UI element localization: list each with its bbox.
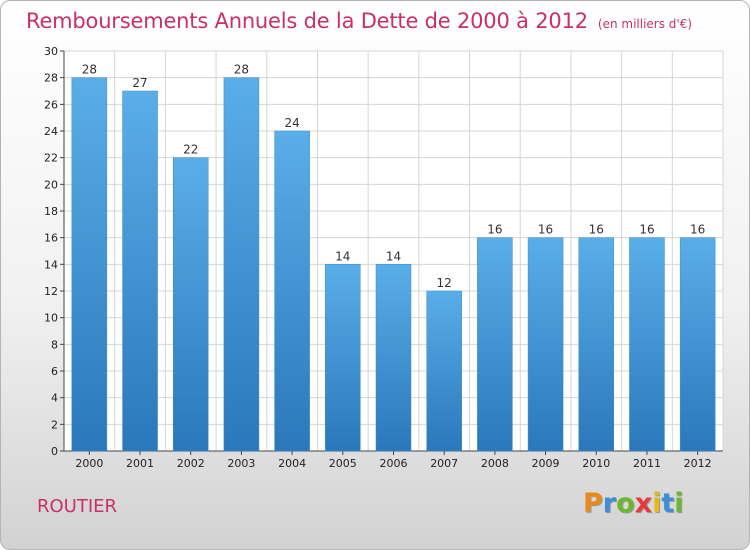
x-tick-label-2009: 2009 xyxy=(532,457,560,470)
y-tick-label: 20 xyxy=(44,178,58,191)
data-label-2012: 16 xyxy=(690,223,705,237)
y-tick-label: 10 xyxy=(44,312,58,325)
y-tick-label: 8 xyxy=(51,338,58,351)
proxiti-logo[interactable]: Proxiti xyxy=(583,488,684,519)
logo-letter: t xyxy=(661,488,675,519)
bar-2003 xyxy=(223,77,260,452)
x-tick-label-2002: 2002 xyxy=(177,457,205,470)
bar-2009 xyxy=(527,237,564,452)
bars xyxy=(71,77,716,452)
logo-letter: r xyxy=(602,488,617,519)
bar-2006 xyxy=(375,264,412,452)
y-tick-label: 14 xyxy=(44,258,58,271)
bar-2007 xyxy=(426,290,462,452)
x-tick-label-2003: 2003 xyxy=(227,457,255,470)
y-tick-label: 26 xyxy=(44,98,58,111)
x-tick-label-2010: 2010 xyxy=(582,457,610,470)
data-label-2008: 16 xyxy=(487,223,502,237)
x-tick-label-2001: 2001 xyxy=(126,457,154,470)
y-tick-label: 6 xyxy=(51,365,58,378)
data-label-2007: 12 xyxy=(437,276,452,290)
data-label-2002: 22 xyxy=(183,143,198,157)
y-tick-label: 0 xyxy=(51,445,58,458)
data-label-2006: 14 xyxy=(386,249,401,263)
logo-letter: i xyxy=(652,488,662,519)
bar-2005 xyxy=(325,264,361,452)
data-label-2000: 28 xyxy=(82,63,97,77)
logo-letter: i xyxy=(674,488,684,519)
data-label-2011: 16 xyxy=(639,223,654,237)
bar-2002 xyxy=(172,157,209,452)
bar-2011 xyxy=(629,237,665,452)
y-tick-label: 28 xyxy=(44,72,58,85)
bar-2004 xyxy=(274,130,310,452)
logo-letter: P xyxy=(583,488,603,519)
chart-subtitle: (en milliers d'€) xyxy=(597,17,693,31)
data-label-2001: 27 xyxy=(132,76,147,90)
y-tick-label: 18 xyxy=(44,205,58,218)
logo-letter: x xyxy=(634,488,653,519)
x-tick-label-2006: 2006 xyxy=(380,457,408,470)
bar-2000 xyxy=(71,77,108,452)
bar-2008 xyxy=(477,237,513,452)
y-tick-label: 4 xyxy=(51,392,58,405)
y-tick-label: 22 xyxy=(44,152,58,165)
data-label-2003: 28 xyxy=(234,63,249,77)
labels: 28 2000 27 2001 22 2002 28 2003 24 2004 14 2005 14 20… xyxy=(75,63,711,470)
data-label-2010: 16 xyxy=(589,223,604,237)
y-tick-label: 2 xyxy=(51,418,58,431)
y-tick-label: 24 xyxy=(44,125,58,138)
chart-title: Remboursements Annuels de la Dette de 20… xyxy=(26,9,692,33)
y-tick-label: 30 xyxy=(44,45,58,58)
x-tick-label-2008: 2008 xyxy=(481,457,509,470)
x-tick-label-2005: 2005 xyxy=(329,457,357,470)
commune-name: ROUTIER xyxy=(37,496,118,517)
data-label-2009: 16 xyxy=(538,223,553,237)
bar-2001 xyxy=(122,90,158,452)
y-tick-label: 16 xyxy=(44,232,58,245)
x-tick-label-2000: 2000 xyxy=(75,457,103,470)
x-tick-label-2007: 2007 xyxy=(430,457,458,470)
y-tick-label: 12 xyxy=(44,285,58,298)
data-label-2005: 14 xyxy=(335,249,350,263)
x-tick-label-2011: 2011 xyxy=(633,457,661,470)
logo-letter: o xyxy=(616,488,635,519)
bar-2010 xyxy=(578,237,615,452)
bar-2012 xyxy=(679,237,716,452)
data-label-2004: 24 xyxy=(284,116,299,130)
chart-title-text: Remboursements Annuels de la Dette de 20… xyxy=(26,9,588,33)
x-tick-label-2012: 2012 xyxy=(684,457,712,470)
x-tick-label-2004: 2004 xyxy=(278,457,306,470)
